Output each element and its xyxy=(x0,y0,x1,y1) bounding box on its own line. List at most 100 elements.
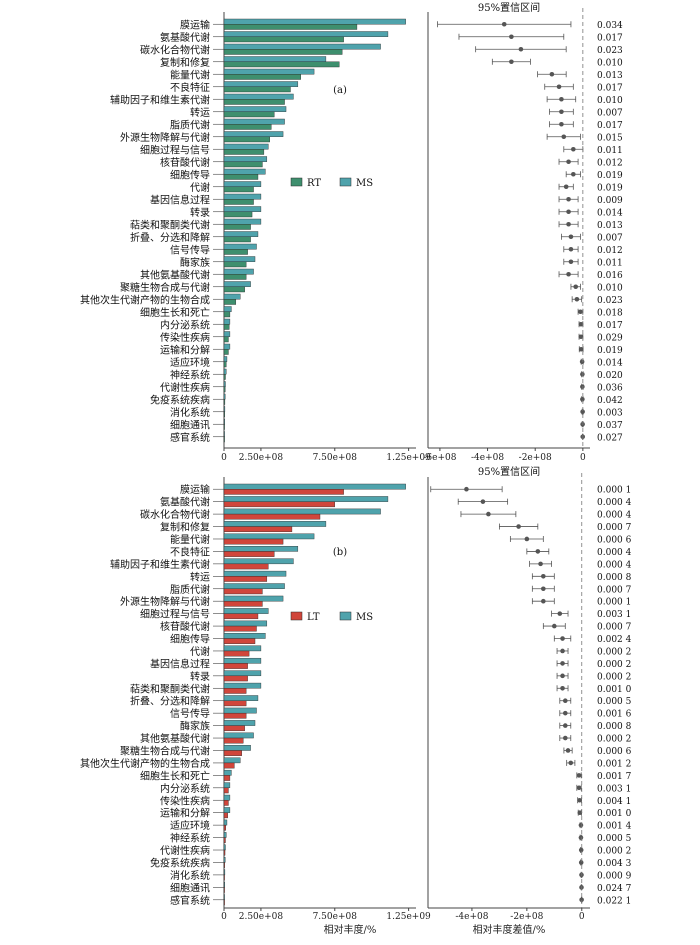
bar-lt xyxy=(223,787,229,794)
p-value: 0.017 xyxy=(597,83,623,93)
category-label: 能量代谢 xyxy=(170,68,210,81)
bar-ms xyxy=(223,881,225,888)
category-label: 信号传导 xyxy=(170,708,210,720)
ci-point xyxy=(568,246,574,252)
category-label: 细胞生长和死亡 xyxy=(140,306,210,319)
p-value: 0.000 7 xyxy=(597,585,632,595)
bar-lt xyxy=(223,650,250,657)
ci-point xyxy=(580,371,585,377)
p-value: 0.016 xyxy=(597,271,623,281)
bar-lt xyxy=(223,501,335,508)
ci-point xyxy=(578,334,584,340)
ci-point xyxy=(541,586,546,592)
bar-ms xyxy=(223,418,225,425)
legend-label-ms: MS xyxy=(356,612,373,623)
ci-title: 95%置信区间 xyxy=(478,465,540,478)
ci-x-axis-title: 相对丰度差值/% xyxy=(473,923,546,936)
ci-point xyxy=(559,96,564,102)
bar-ms xyxy=(223,620,268,627)
bar-ms xyxy=(223,56,327,62)
bar-ms xyxy=(223,483,406,490)
bar-rt xyxy=(223,424,225,430)
ci-point xyxy=(580,409,585,415)
category-label: 神经系统 xyxy=(170,832,210,845)
bar-rt xyxy=(223,211,253,218)
category-label: 传染性疾病 xyxy=(160,794,210,807)
ci-point xyxy=(560,673,565,679)
bar-lt xyxy=(223,551,275,557)
bar-rt xyxy=(223,174,259,180)
bar-rt xyxy=(223,349,229,355)
bar-lt xyxy=(223,613,259,620)
p-value: 0.000 5 xyxy=(597,697,632,707)
ci-point xyxy=(559,109,564,115)
ci-point xyxy=(576,773,582,778)
ci-point xyxy=(574,296,580,302)
category-label: 辅助因子和维生素代谢 xyxy=(110,558,210,571)
bar-lt xyxy=(223,588,263,595)
bar-rt xyxy=(223,336,229,343)
ci-point xyxy=(560,661,565,666)
bar-ms xyxy=(223,306,232,312)
bar-lt xyxy=(223,737,244,744)
category-label: 运输和分解 xyxy=(160,343,210,356)
p-value: 0.000 5 xyxy=(597,834,632,844)
bar-ms xyxy=(223,769,232,776)
p-value: 0.001 4 xyxy=(597,822,632,832)
ci-point xyxy=(566,196,571,202)
bar-ms xyxy=(223,218,262,225)
category-label: 转运 xyxy=(190,570,210,583)
category-label: 神经系统 xyxy=(170,368,210,381)
bar-ms xyxy=(223,745,251,751)
bar-ms xyxy=(223,68,315,75)
p-value: 0.002 4 xyxy=(597,635,632,645)
ci-point xyxy=(580,396,585,402)
p-value: 0.001 6 xyxy=(597,710,632,720)
ci-point xyxy=(573,284,579,290)
bar-ms xyxy=(223,496,389,502)
p-value: 0.010 xyxy=(597,283,623,293)
ci-point xyxy=(541,598,546,604)
category-label: 氨基酸代谢 xyxy=(160,496,210,509)
bar-lt xyxy=(223,800,229,806)
bar-ms xyxy=(223,168,266,175)
category-label: 感官系统 xyxy=(170,894,210,907)
bar-ms xyxy=(223,18,406,25)
ci-point xyxy=(578,822,584,828)
bar-x-tick-label: 1.25e+09 xyxy=(386,912,431,922)
bar-ms xyxy=(223,832,227,838)
bar-lt xyxy=(223,812,228,819)
bar-x-axis-title: 相对丰度/% xyxy=(324,923,377,936)
bar-ms xyxy=(223,293,241,300)
category-label: 酶家族 xyxy=(180,720,210,733)
p-value: 0.000 1 xyxy=(597,598,631,608)
bar-rt xyxy=(223,149,265,155)
ci-point xyxy=(568,259,574,265)
bar-rt xyxy=(223,24,358,30)
category-label: 转运 xyxy=(190,106,210,119)
p-value: 0.000 2 xyxy=(597,660,631,670)
bar-lt xyxy=(223,513,321,520)
category-label: 细胞生长和死亡 xyxy=(140,769,210,782)
bar-ms xyxy=(223,43,381,50)
p-value: 0.022 1 xyxy=(597,896,631,906)
category-label: 信号传导 xyxy=(170,244,210,256)
p-value: 0.023 xyxy=(597,46,623,56)
bar-ms xyxy=(223,118,285,125)
category-label: 基因信息过程 xyxy=(150,193,210,206)
ci-x-tick-label: -2e+08 xyxy=(519,453,552,463)
bar-x-tick-label: 2.50e+08 xyxy=(239,912,284,922)
category-label: 运输和分解 xyxy=(160,807,210,820)
category-label: 内分泌系统 xyxy=(160,318,210,331)
bar-ms xyxy=(223,181,262,187)
category-label: 感官系统 xyxy=(170,431,210,444)
p-value: 0.004 1 xyxy=(597,797,631,807)
category-label: 细胞过程与信号 xyxy=(140,143,210,156)
p-value: 0.000 7 xyxy=(597,623,632,633)
bar-lt xyxy=(223,600,263,607)
category-label: 外源生物降解与代谢 xyxy=(120,595,210,608)
bar-ms xyxy=(223,318,231,325)
ci-x-tick-label: 0 xyxy=(580,453,586,463)
p-value: 0.003 1 xyxy=(597,610,631,620)
